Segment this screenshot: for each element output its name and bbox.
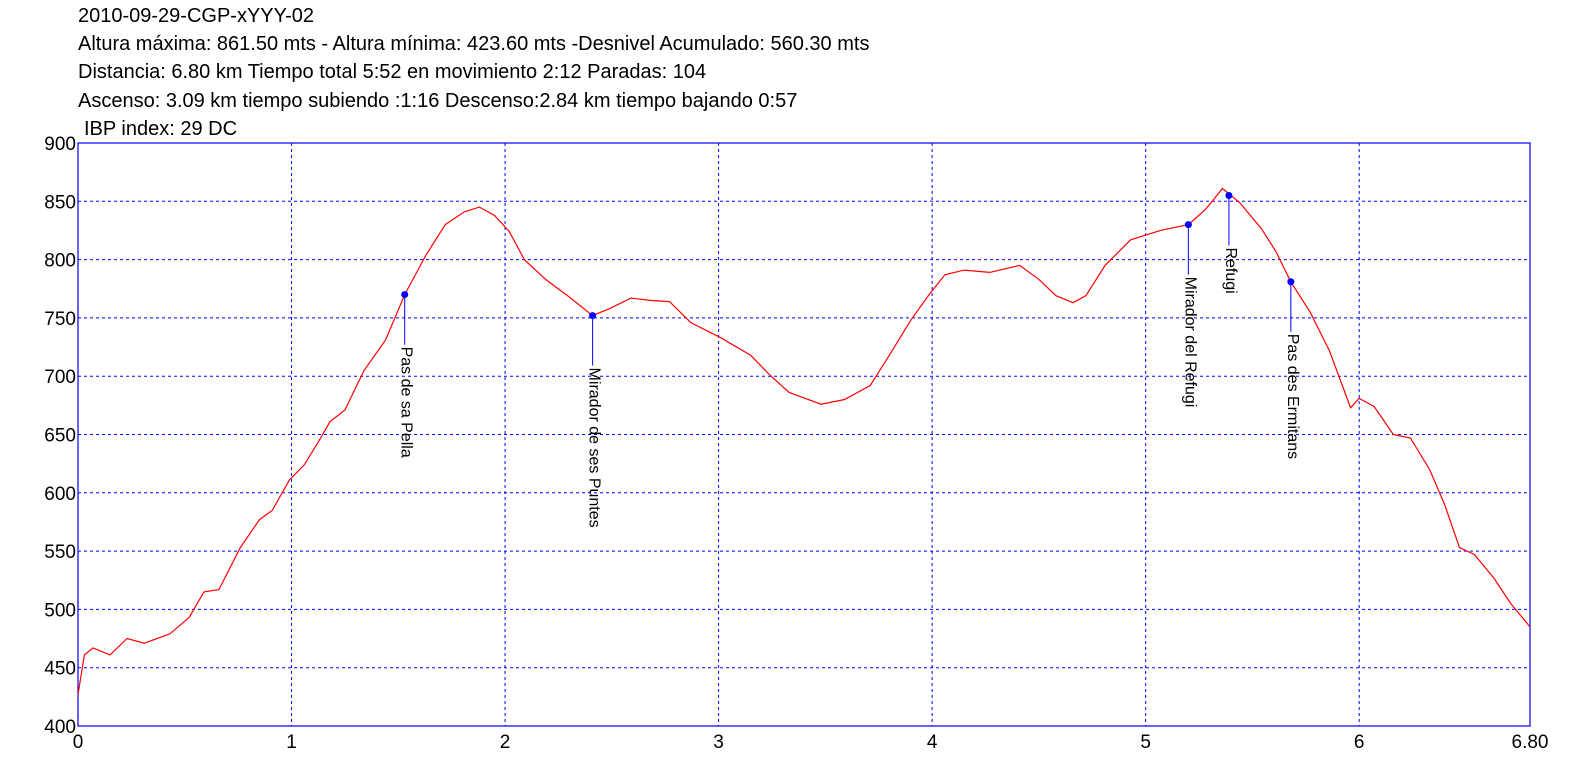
y-tick-label: 650 <box>44 426 76 447</box>
y-tick-label: 400 <box>44 717 76 738</box>
x-tick-label: 6 <box>1354 732 1365 753</box>
subtitle: Altura máxima: 861.50 mts - Altura mínim… <box>78 33 869 55</box>
subtitle: Distancia: 6.80 km Tiempo total 5:52 en … <box>78 61 706 83</box>
waypoint-marker <box>1184 221 1192 229</box>
x-tick-label: 3 <box>713 732 724 753</box>
annotation-label: Mirador de ses Puntes <box>586 368 603 528</box>
waypoint-marker <box>589 312 597 320</box>
y-tick-label: 550 <box>44 542 76 563</box>
x-tick-label: 4 <box>927 732 938 753</box>
waypoint-marker <box>1287 278 1295 286</box>
y-tick-label: 900 <box>44 134 76 155</box>
y-tick-label: 850 <box>44 192 76 213</box>
chart-title: 2010-09-29-CGP-xYYY-02 <box>78 5 314 27</box>
annotation-label: Refugi <box>1222 247 1239 293</box>
annotation-label: Mirador del Refugi <box>1181 277 1198 408</box>
y-tick-label: 750 <box>44 309 76 330</box>
y-tick-label: 700 <box>44 367 76 388</box>
subtitle: IBP index: 29 DC <box>84 118 237 140</box>
x-tick-label: 1 <box>286 732 297 753</box>
plot-frame <box>77 142 1531 727</box>
elevation-line <box>77 187 1531 695</box>
y-tick-label: 600 <box>44 484 76 505</box>
y-tick-label: 500 <box>44 600 76 621</box>
annotation-label: Pas des Ermitans <box>1284 334 1301 459</box>
y-tick-label: 450 <box>44 659 76 680</box>
y-tick-label: 800 <box>44 251 76 272</box>
x-tick-label: 2 <box>500 732 511 753</box>
waypoint-marker <box>401 291 409 299</box>
x-tick-label: 5 <box>1140 732 1151 753</box>
x-tick-label: 0 <box>73 732 84 753</box>
x-tick-label: 6.80 <box>1512 732 1549 753</box>
subtitle: Ascenso: 3.09 km tiempo subiendo :1:16 D… <box>78 90 797 112</box>
annotation-label: Pas de sa Pella <box>398 347 415 458</box>
waypoint-marker <box>1225 191 1233 199</box>
